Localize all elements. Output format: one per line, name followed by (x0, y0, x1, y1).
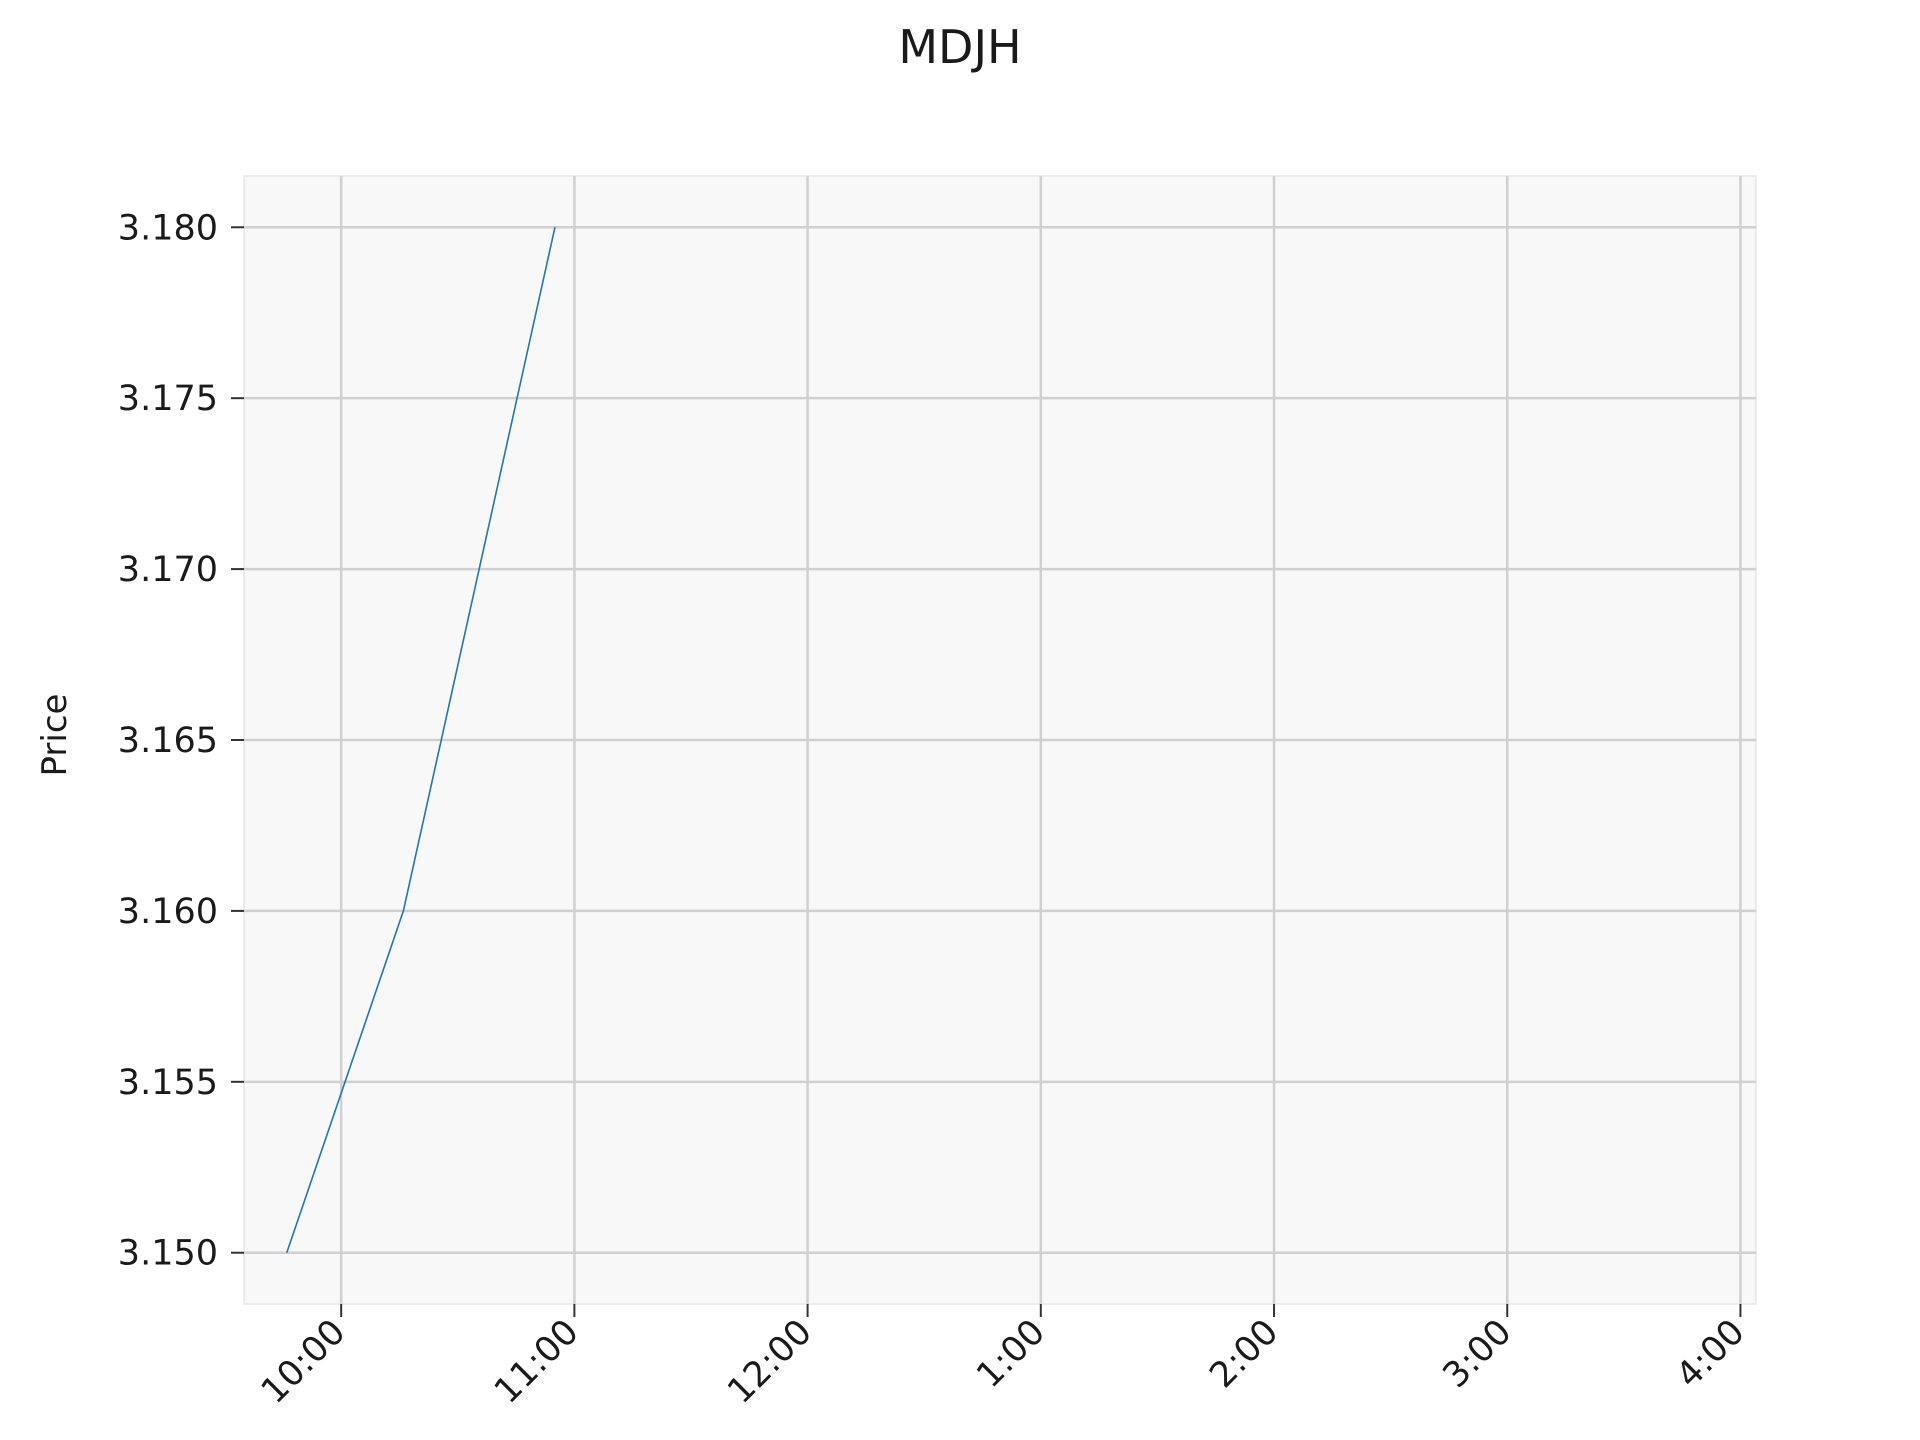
y-tick-label: 3.165 (118, 721, 218, 761)
x-tick-label: 2:00 (1203, 1312, 1287, 1396)
x-tick-label: 3:00 (1436, 1312, 1520, 1396)
y-tick-label: 3.175 (118, 379, 218, 419)
y-tick-label: 3.150 (118, 1234, 218, 1274)
price-line (285, 227, 556, 1253)
chart-title: MDJH (898, 20, 1022, 74)
y-tick-label: 3.170 (118, 550, 218, 590)
y-tick-label: 3.160 (118, 892, 218, 932)
x-tick-label: 10:00 (254, 1312, 354, 1412)
x-tick-label: 11:00 (487, 1312, 587, 1412)
y-tick-label: 3.180 (118, 208, 218, 248)
x-tick-label: 1:00 (969, 1312, 1053, 1396)
x-tick-label: 12:00 (720, 1312, 820, 1412)
y-tick-label: 3.155 (118, 1063, 218, 1103)
x-tick-label: 4:00 (1669, 1312, 1753, 1396)
